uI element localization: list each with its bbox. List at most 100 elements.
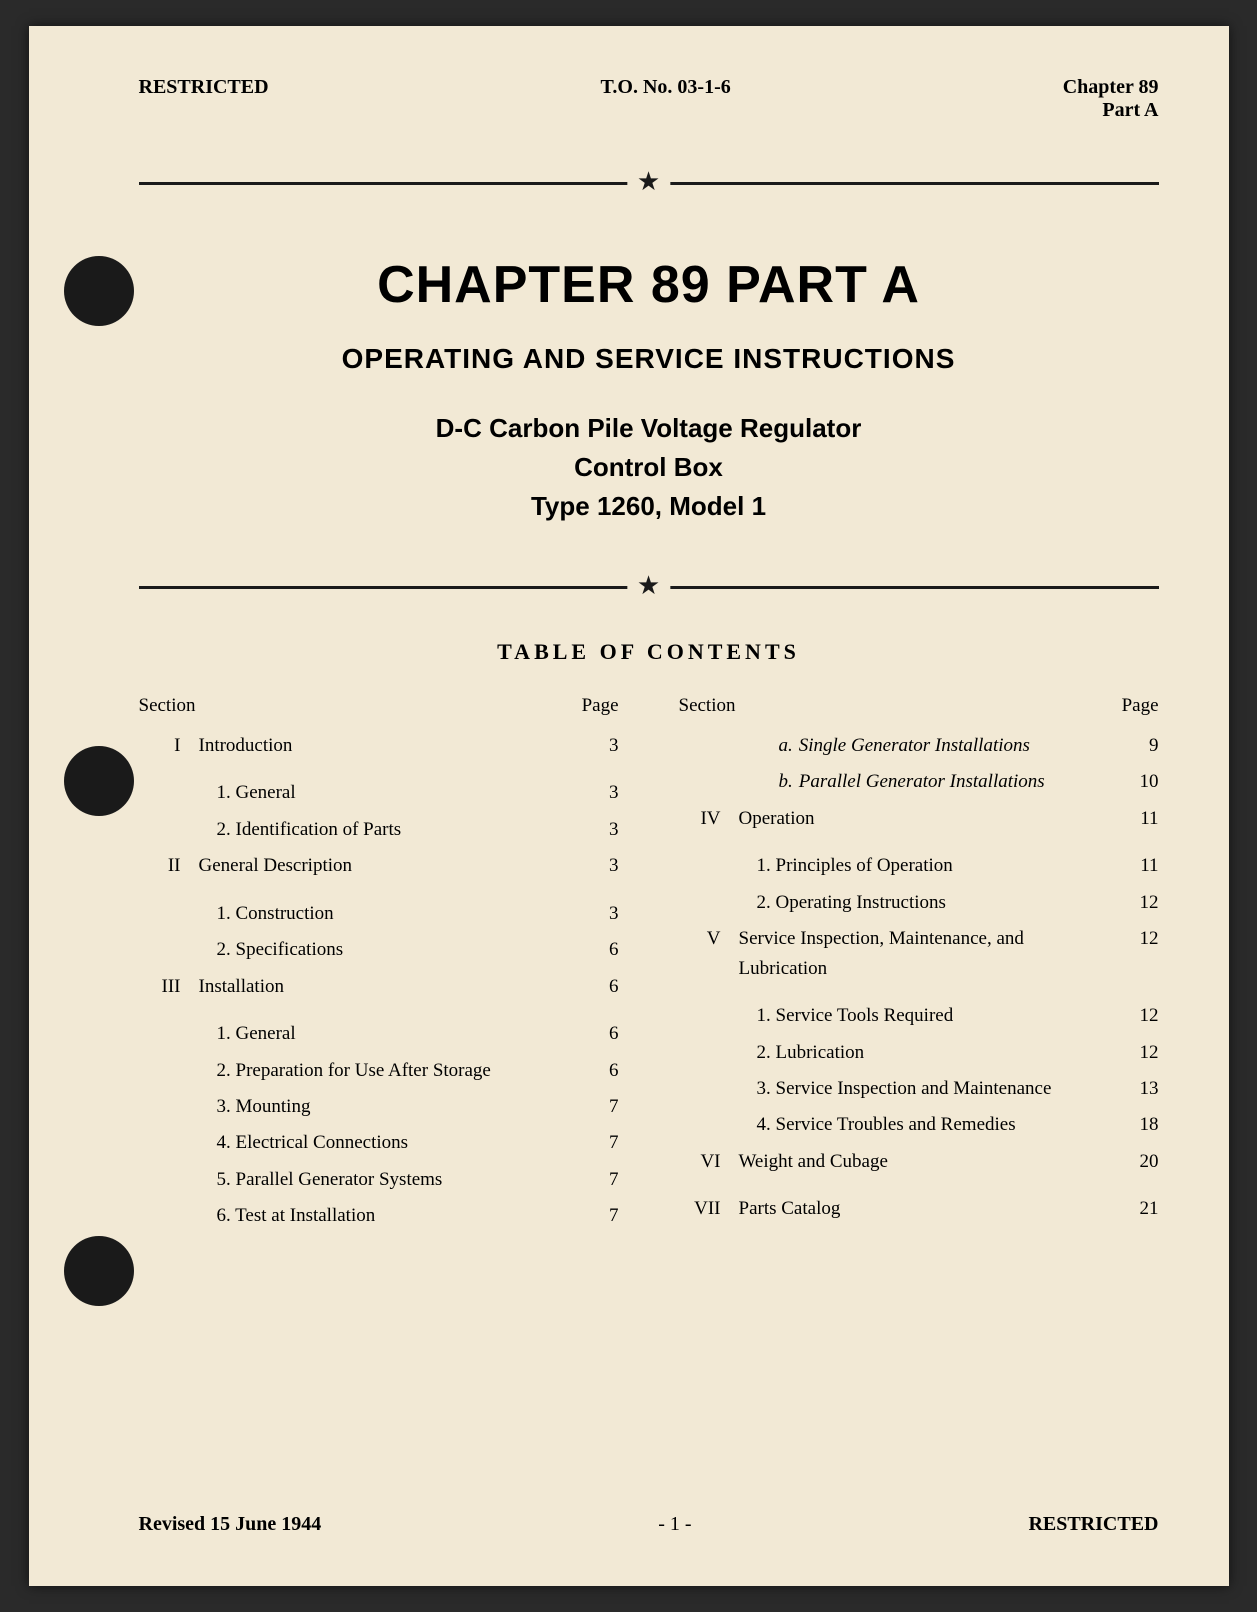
subsection-label: 2. Lubrication — [679, 1038, 1109, 1067]
page-number: 13 — [1109, 1074, 1159, 1103]
subsection-label: 1. General — [139, 1019, 569, 1048]
section-number: II — [139, 851, 199, 880]
page-number: 21 — [1109, 1194, 1159, 1223]
toc-row: 2. Operating Instructions12 — [679, 888, 1159, 917]
subsection-label: 4. Electrical Connections — [139, 1128, 569, 1157]
header-left: RESTRICTED — [139, 76, 269, 99]
subsection-label: 5. Parallel Generator Systems — [139, 1165, 569, 1194]
toc-row: IIIInstallation6 — [139, 972, 619, 1001]
page-number: 10 — [1109, 767, 1159, 796]
toc-row: IIntroduction3 — [139, 731, 619, 760]
toc-row: 3. Mounting7 — [139, 1092, 619, 1121]
divider-star — [139, 586, 1159, 589]
section-label: Service Inspection, Maintenance, and Lub… — [739, 924, 1109, 983]
page-number: 12 — [1109, 1038, 1159, 1067]
subsection-label: 4. Service Troubles and Remedies — [679, 1110, 1109, 1139]
toc-right-column: Section Page a.Single Generator Installa… — [679, 695, 1159, 1238]
page-number: 20 — [1109, 1147, 1159, 1176]
toc-row: 2. Identification of Parts3 — [139, 815, 619, 844]
section-number: III — [139, 972, 199, 1001]
subsection-label: 6. Test at Installation — [139, 1201, 569, 1230]
toc-row: 2. Preparation for Use After Storage6 — [139, 1056, 619, 1085]
toc-heading: TABLE OF CONTENTS — [139, 639, 1159, 665]
subsection-label: 2. Identification of Parts — [139, 815, 569, 844]
toc-column-header: Section Page — [139, 695, 619, 717]
subsection-label: 1. Principles of Operation — [679, 851, 1109, 880]
page-number: 9 — [1109, 731, 1159, 760]
toc-row: 1. General6 — [139, 1019, 619, 1048]
page-number: 12 — [1109, 888, 1159, 917]
section-number: I — [139, 731, 199, 760]
section-label: Operation — [739, 804, 1109, 833]
col-header-section: Section — [679, 695, 736, 717]
toc-row: 1. Service Tools Required12 — [679, 1001, 1159, 1030]
sub-subsection-label: a.Single Generator Installations — [679, 731, 1109, 760]
toc-row: 5. Parallel Generator Systems7 — [139, 1165, 619, 1194]
toc-row: 2. Specifications6 — [139, 935, 619, 964]
section-label: Parts Catalog — [739, 1194, 1109, 1223]
header-part: Part A — [1063, 99, 1159, 122]
header-center: T.O. No. 03-1-6 — [601, 76, 731, 99]
subsection-label: 1. General — [139, 778, 569, 807]
col-header-page: Page — [582, 695, 619, 717]
title-block: CHAPTER 89 PART A OPERATING AND SERVICE … — [139, 255, 1159, 526]
punch-hole — [64, 746, 134, 816]
toc-column-header: Section Page — [679, 695, 1159, 717]
page-number: 6 — [569, 1056, 619, 1085]
page-footer: Revised 15 June 1944 - 1 - RESTRICTED — [139, 1513, 1159, 1536]
col-header-page: Page — [1122, 695, 1159, 717]
subsection-label: 2. Specifications — [139, 935, 569, 964]
toc-left-column: Section Page IIntroduction31. General32.… — [139, 695, 619, 1238]
col-header-section: Section — [139, 695, 196, 717]
chapter-title: CHAPTER 89 PART A — [139, 255, 1159, 315]
divider-star — [139, 182, 1159, 185]
toc-row: 2. Lubrication12 — [679, 1038, 1159, 1067]
page-header: RESTRICTED T.O. No. 03-1-6 Chapter 89 Pa… — [139, 76, 1159, 122]
page-number: 3 — [569, 815, 619, 844]
toc-row: VIIParts Catalog21 — [679, 1194, 1159, 1223]
page-number: 12 — [1109, 1001, 1159, 1030]
section-number: VII — [679, 1194, 739, 1223]
subsection-label: 2. Preparation for Use After Storage — [139, 1056, 569, 1085]
toc-row: a.Single Generator Installations9 — [679, 731, 1159, 760]
toc-row: 4. Service Troubles and Remedies18 — [679, 1110, 1159, 1139]
punch-hole — [64, 256, 134, 326]
page-number: 6 — [569, 972, 619, 1001]
page-number: 3 — [569, 778, 619, 807]
page-number: 3 — [569, 899, 619, 928]
section-number: VI — [679, 1147, 739, 1176]
section-label: Weight and Cubage — [739, 1147, 1109, 1176]
section-label: Installation — [199, 972, 569, 1001]
page-number: 6 — [569, 1019, 619, 1048]
footer-revised: Revised 15 June 1944 — [139, 1513, 322, 1536]
sub-subsection-label: b.Parallel Generator Installations — [679, 767, 1109, 796]
toc-row: 1. General3 — [139, 778, 619, 807]
device-line3: Type 1260, Model 1 — [139, 487, 1159, 526]
toc-row: b.Parallel Generator Installations10 — [679, 767, 1159, 796]
page-number: 3 — [569, 731, 619, 760]
toc-row: IVOperation11 — [679, 804, 1159, 833]
page-number: 7 — [569, 1201, 619, 1230]
section-number: IV — [679, 804, 739, 833]
page-number: 18 — [1109, 1110, 1159, 1139]
device-line1: D-C Carbon Pile Voltage Regulator — [139, 409, 1159, 448]
table-of-contents: Section Page IIntroduction31. General32.… — [139, 695, 1159, 1238]
toc-row: 4. Electrical Connections7 — [139, 1128, 619, 1157]
toc-row: IIGeneral Description3 — [139, 851, 619, 880]
page-number: 12 — [1109, 924, 1159, 953]
document-page: RESTRICTED T.O. No. 03-1-6 Chapter 89 Pa… — [29, 26, 1229, 1586]
subsection-label: 1. Construction — [139, 899, 569, 928]
punch-hole — [64, 1236, 134, 1306]
page-number: 7 — [569, 1165, 619, 1194]
subsection-label: 2. Operating Instructions — [679, 888, 1109, 917]
toc-row: 3. Service Inspection and Maintenance13 — [679, 1074, 1159, 1103]
subsection-label: 3. Mounting — [139, 1092, 569, 1121]
toc-row: 6. Test at Installation7 — [139, 1201, 619, 1230]
page-number: 3 — [569, 851, 619, 880]
page-number: 11 — [1109, 851, 1159, 880]
page-number: 7 — [569, 1092, 619, 1121]
subtitle-device: D-C Carbon Pile Voltage Regulator Contro… — [139, 409, 1159, 526]
footer-page-number: - 1 - — [658, 1513, 691, 1536]
subtitle-instructions: OPERATING AND SERVICE INSTRUCTIONS — [139, 343, 1159, 375]
header-chapter: Chapter 89 — [1063, 76, 1159, 99]
